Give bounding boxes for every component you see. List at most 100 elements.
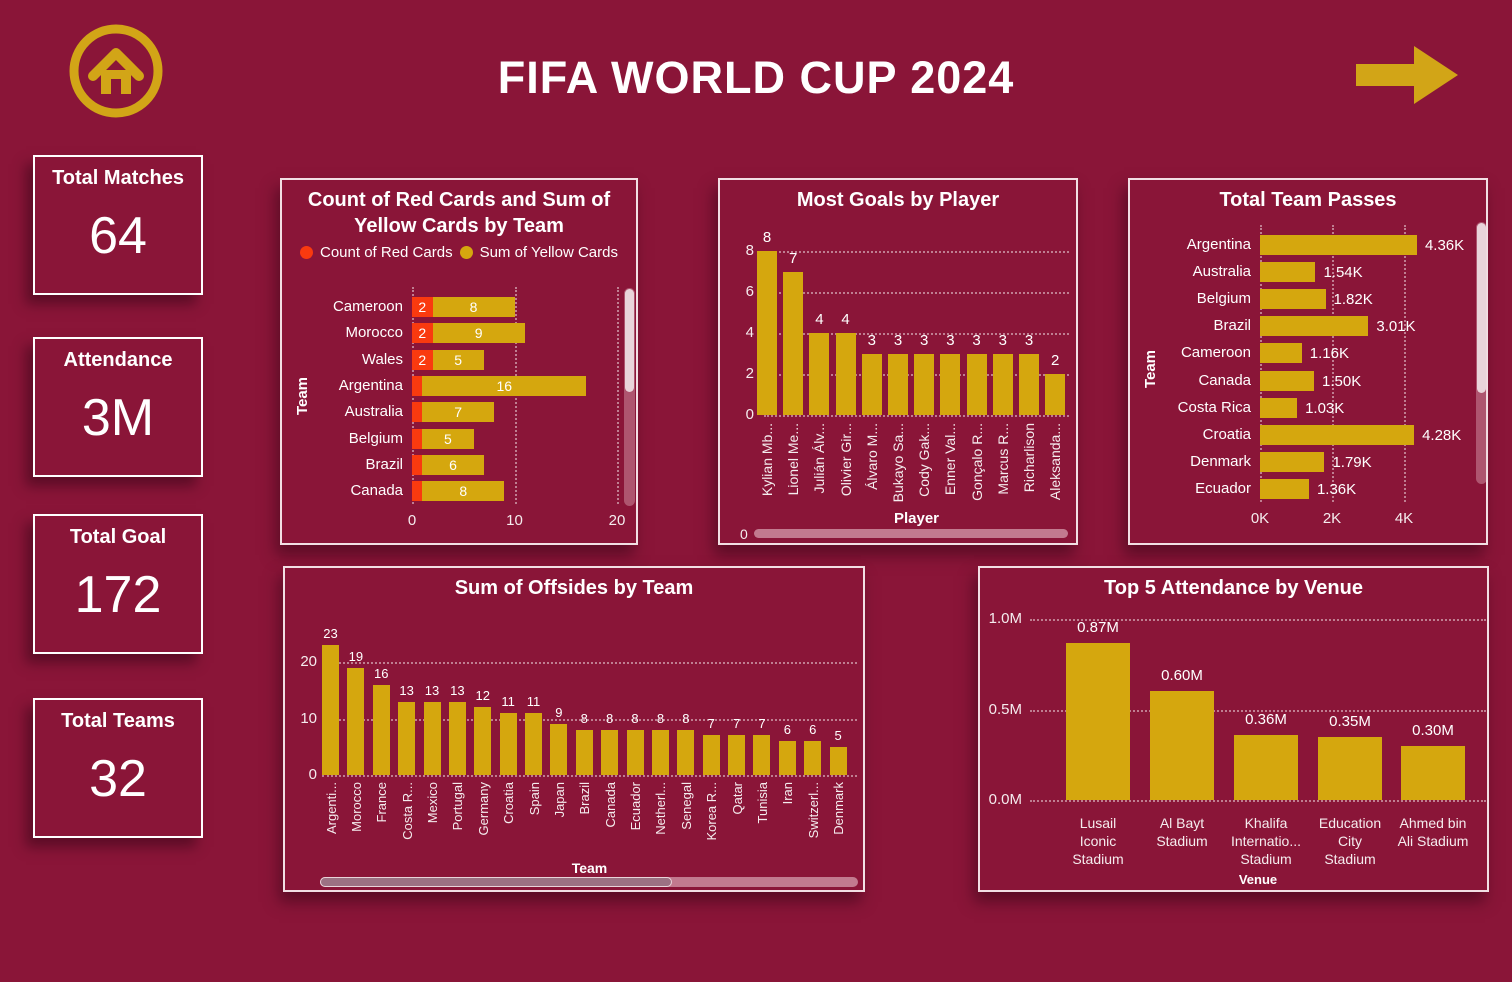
x-axis-title: Player <box>893 510 940 527</box>
offsides-bar[interactable] <box>499 712 517 775</box>
scrollbar-thumb[interactable] <box>1477 223 1486 393</box>
yellow-cards-bar[interactable]: 8 <box>432 297 515 317</box>
goals-bar[interactable] <box>940 353 961 415</box>
category-label: Ahmed bin Ali Stadium <box>1397 815 1469 849</box>
offsides-bar[interactable] <box>525 712 543 775</box>
bar-value-label: 1.82K <box>1333 291 1373 309</box>
horizontal-scrollbar[interactable] <box>754 529 1068 538</box>
category-label: Enner Val... <box>942 423 959 496</box>
passes-bar[interactable] <box>1260 370 1314 391</box>
passes-bar[interactable] <box>1260 343 1302 364</box>
y-axis-tick: 8 <box>745 242 754 259</box>
attendance-bar[interactable] <box>1318 736 1382 800</box>
vertical-scrollbar[interactable] <box>624 288 635 506</box>
offsides-bar[interactable] <box>677 729 695 775</box>
red-cards-bar[interactable] <box>412 481 423 502</box>
goals-bar[interactable] <box>835 333 856 415</box>
y-axis-tick: 20 <box>300 653 317 670</box>
red-cards-bar[interactable]: 2 <box>412 323 433 344</box>
goals-bar[interactable] <box>966 353 987 415</box>
passes-bar[interactable] <box>1260 397 1298 418</box>
red-cards-bar[interactable] <box>412 375 423 396</box>
bar-value-label: 3 <box>972 331 981 349</box>
offsides-bar[interactable] <box>423 701 441 775</box>
offsides-bar[interactable] <box>448 701 466 775</box>
goals-bar[interactable] <box>1045 374 1066 415</box>
offsides-bar[interactable] <box>651 729 669 775</box>
gridline <box>1030 619 1486 621</box>
attendance-bar[interactable] <box>1066 642 1130 800</box>
attendance-bar[interactable] <box>1234 734 1298 800</box>
x-axis-tick: 2K <box>1322 510 1342 527</box>
goals-bar[interactable] <box>914 353 935 415</box>
attendance-bar[interactable] <box>1401 745 1465 800</box>
red-cards-bar[interactable]: 2 <box>412 349 433 370</box>
offsides-bar[interactable] <box>778 741 796 775</box>
goals-bar[interactable] <box>783 271 804 415</box>
scrollbar-thumb[interactable] <box>625 289 634 392</box>
passes-bar[interactable] <box>1260 262 1316 283</box>
goals-bar[interactable] <box>861 353 882 415</box>
bar-value-label: 3.01K <box>1376 318 1416 336</box>
offsides-bar[interactable] <box>804 741 822 775</box>
yellow-cards-bar[interactable]: 16 <box>422 375 587 396</box>
goals-bar[interactable] <box>757 251 777 415</box>
red-cards-bar[interactable] <box>412 402 423 423</box>
yellow-cards-bar[interactable]: 8 <box>422 481 505 502</box>
offsides-bar[interactable] <box>626 729 644 775</box>
y-axis-tick: 1.0M <box>988 610 1022 627</box>
scrollbar-thumb[interactable] <box>320 877 672 887</box>
offsides-bar[interactable] <box>702 735 720 775</box>
offsides-bar[interactable] <box>829 746 847 775</box>
home-button[interactable] <box>67 22 165 120</box>
category-label: Lionel Me... <box>785 423 802 496</box>
gridline <box>322 662 857 664</box>
yellow-cards-bar[interactable]: 5 <box>422 428 474 449</box>
category-label: Australia <box>344 403 403 421</box>
offsides-bar[interactable] <box>550 724 568 775</box>
passes-bar[interactable] <box>1260 289 1326 310</box>
offsides-bar[interactable] <box>347 667 365 775</box>
yellow-cards-bar[interactable]: 6 <box>422 454 484 475</box>
gridline <box>1332 225 1334 502</box>
yellow-cards-bar[interactable]: 7 <box>422 402 494 423</box>
goals-bar[interactable] <box>992 353 1013 415</box>
passes-bar[interactable] <box>1260 451 1325 472</box>
goals-bar[interactable] <box>888 353 908 415</box>
bar-value-label: 2 <box>1051 352 1060 369</box>
bar-value-label: 6 <box>809 722 817 738</box>
yellow-cards-bar[interactable]: 5 <box>432 349 484 370</box>
offsides-bar[interactable] <box>575 729 593 775</box>
next-page-button[interactable] <box>1356 44 1460 106</box>
category-label: Switzerl... <box>805 782 821 839</box>
red-cards-bar[interactable] <box>412 428 423 449</box>
offsides-bar[interactable] <box>753 735 771 775</box>
passes-bar[interactable] <box>1260 478 1309 499</box>
vertical-scrollbar[interactable] <box>1476 222 1487 484</box>
y-axis-tick: 0.0M <box>988 791 1022 808</box>
goals-bar[interactable] <box>809 333 830 415</box>
passes-bar[interactable] <box>1260 235 1417 255</box>
offsides-bar[interactable] <box>601 729 619 775</box>
category-label: Germany <box>475 782 491 836</box>
offsides-bar[interactable] <box>474 707 492 775</box>
offsides-bar[interactable] <box>398 701 416 775</box>
bar-value-label: 1.50K <box>1322 372 1362 390</box>
red-cards-bar[interactable] <box>412 454 423 475</box>
category-label: Cameroon <box>332 298 403 315</box>
passes-bar[interactable] <box>1260 316 1369 337</box>
attendance-venue-plot: 0.0M 0.5M 1.0M 0.87M Lusail Iconic Stadium 0.… <box>980 568 1487 890</box>
offsides-bar[interactable] <box>372 684 390 775</box>
x-axis-tick: 4K <box>1394 510 1414 527</box>
red-cards-bar[interactable]: 2 <box>412 297 433 317</box>
gridline <box>764 333 1069 335</box>
passes-bar[interactable] <box>1260 424 1415 445</box>
horizontal-scrollbar[interactable] <box>320 877 858 887</box>
attendance-venue-panel: Top 5 Attendance by Venue 0.0M 0.5M 1.0M 0.… <box>978 566 1489 892</box>
yellow-cards-bar[interactable]: 9 <box>432 323 525 344</box>
category-label: Bukayo Sa... <box>890 423 906 503</box>
goals-bar[interactable] <box>1019 353 1039 415</box>
attendance-bar[interactable] <box>1150 691 1214 800</box>
offsides-bar[interactable] <box>322 645 339 775</box>
offsides-bar[interactable] <box>728 735 746 775</box>
